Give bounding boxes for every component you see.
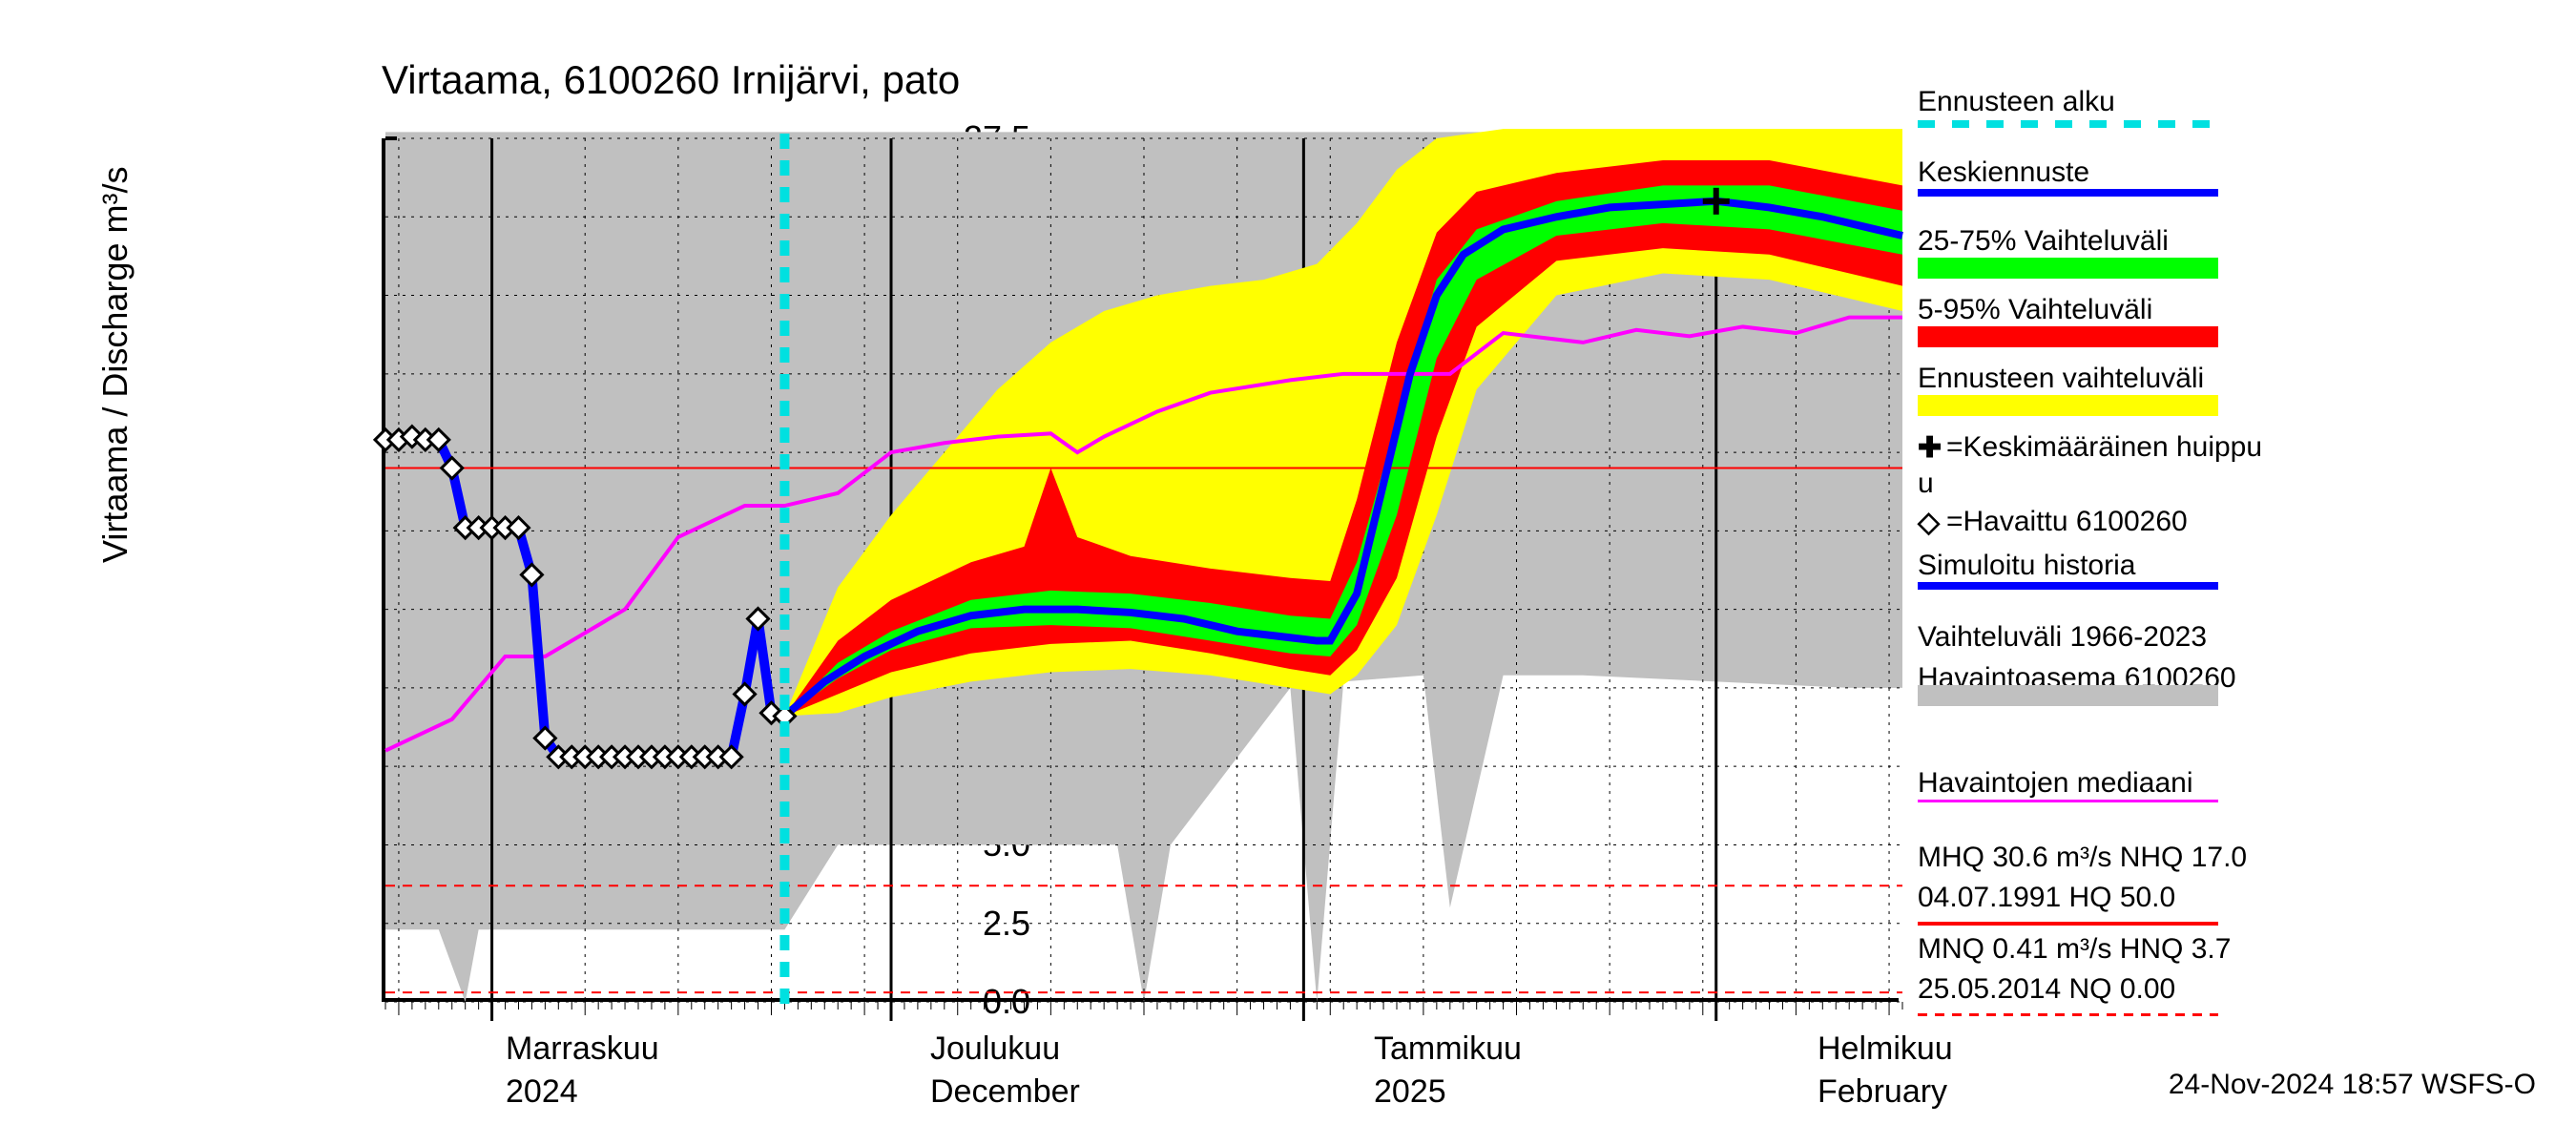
x-tick-sublabel: 2024	[506, 1073, 578, 1111]
legend-item: Ennusteen alku	[1918, 86, 2328, 151]
legend-item: 25-75% Vaihteluväli	[1918, 225, 2328, 288]
x-tick-label: Tammikuu	[1374, 1030, 1522, 1068]
chart-container: Virtaama, 6100260 Irnijärvi, pato Virtaa…	[86, 38, 2566, 1107]
legend-swatch	[1918, 800, 2218, 802]
legend-label: =Havaittu 6100260	[1946, 506, 2328, 538]
legend-marker-icon: ◇	[1918, 506, 1940, 539]
x-tick-sublabel: December	[930, 1073, 1080, 1111]
legend-label: Havaintojen mediaani	[1918, 767, 2328, 800]
legend-item: Keskiennuste	[1918, 156, 2328, 219]
legend-label: 25-75% Vaihteluväli	[1918, 225, 2328, 258]
legend-item: Havaintojen mediaani	[1918, 767, 2328, 830]
legend-item: ✚=Keskimääräinen huippu u	[1918, 431, 2328, 500]
legend-item: Vaihteluväli 1966-2023 Havaintoasema 610…	[1918, 618, 2328, 761]
legend-stat-line: MHQ 30.6 m³/s NHQ 17.0	[1918, 838, 2328, 878]
legend-label: Keskiennuste	[1918, 156, 2328, 189]
legend-label: 5-95% Vaihteluväli	[1918, 294, 2328, 326]
legend-label: Vaihteluväli 1966-2023	[1918, 618, 2328, 656]
x-tick-label: Helmikuu	[1818, 1030, 1953, 1068]
legend-label: u	[1918, 468, 2328, 500]
legend-stat-line: MNQ 0.41 m³/s HNQ 3.7	[1918, 929, 2328, 969]
legend-stats: MHQ 30.6 m³/s NHQ 17.004.07.1991 HQ 50.0…	[1918, 838, 2328, 1016]
legend-swatch	[1918, 120, 2218, 128]
legend-ref-line-dashed	[1918, 1013, 2218, 1016]
legend-label: Ennusteen vaihteluväli	[1918, 363, 2328, 395]
legend-item: 5-95% Vaihteluväli	[1918, 294, 2328, 357]
legend-swatch	[1918, 395, 2218, 416]
legend-item: Ennusteen vaihteluväli	[1918, 363, 2328, 426]
legend-item: ◇=Havaittu 6100260	[1918, 506, 2328, 544]
legend-ref-line	[1918, 922, 2218, 926]
legend-stat-line: 25.05.2014 NQ 0.00	[1918, 969, 2328, 1010]
legend-label: Simuloitu historia	[1918, 550, 2328, 582]
legend-swatch	[1918, 582, 2218, 590]
legend-marker-icon: ✚	[1918, 431, 1942, 465]
legend-swatch	[1918, 685, 2218, 706]
legend-swatch	[1918, 326, 2218, 347]
plot-svg	[385, 138, 1902, 1002]
y-axis-label: Virtaama / Discharge m³/s	[95, 167, 135, 563]
legend-stat-line: 04.07.1991 HQ 50.0	[1918, 878, 2328, 918]
x-tick-sublabel: 2025	[1374, 1073, 1446, 1111]
x-tick-sublabel: February	[1818, 1073, 1947, 1111]
legend-label: Ennusteen alku	[1918, 86, 2328, 118]
legend-swatch	[1918, 258, 2218, 279]
x-tick-label: Marraskuu	[506, 1030, 659, 1068]
legend-swatch	[1918, 189, 2218, 197]
chart-title: Virtaama, 6100260 Irnijärvi, pato	[382, 57, 960, 103]
legend-item: Simuloitu historia	[1918, 550, 2328, 613]
plot-area	[382, 138, 1899, 1002]
timestamp: 24-Nov-2024 18:57 WSFS-O	[2169, 1069, 2536, 1101]
legend: Ennusteen alku Keskiennuste 25-75% Vaihtel…	[1918, 86, 2328, 1020]
x-tick-label: Joulukuu	[930, 1030, 1060, 1068]
legend-label: =Keskimääräinen huippu	[1946, 431, 2328, 464]
